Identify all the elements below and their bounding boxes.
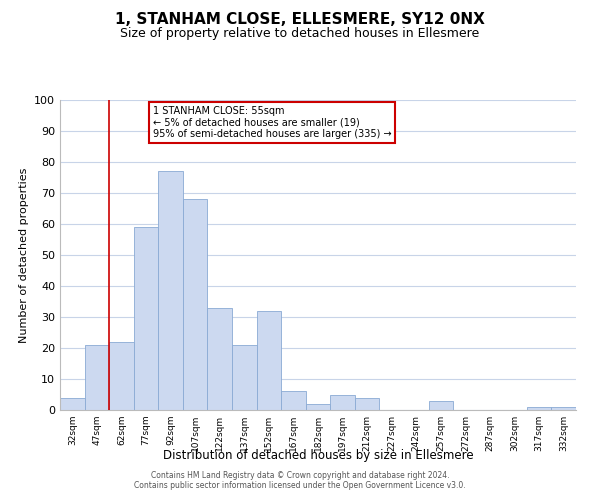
Bar bbox=[306, 404, 330, 410]
Text: Contains HM Land Registry data © Crown copyright and database right 2024.: Contains HM Land Registry data © Crown c… bbox=[151, 472, 449, 480]
Bar bbox=[551, 407, 576, 410]
Bar bbox=[109, 342, 134, 410]
Bar bbox=[281, 392, 306, 410]
Y-axis label: Number of detached properties: Number of detached properties bbox=[19, 168, 29, 342]
Text: Size of property relative to detached houses in Ellesmere: Size of property relative to detached ho… bbox=[121, 28, 479, 40]
Bar bbox=[134, 227, 158, 410]
Bar bbox=[428, 400, 453, 410]
Bar bbox=[208, 308, 232, 410]
Bar bbox=[232, 345, 257, 410]
Bar bbox=[527, 407, 551, 410]
Bar bbox=[330, 394, 355, 410]
Bar bbox=[183, 199, 208, 410]
Text: Contains public sector information licensed under the Open Government Licence v3: Contains public sector information licen… bbox=[134, 482, 466, 490]
Text: 1 STANHAM CLOSE: 55sqm
← 5% of detached houses are smaller (19)
95% of semi-deta: 1 STANHAM CLOSE: 55sqm ← 5% of detached … bbox=[153, 106, 392, 140]
Bar bbox=[355, 398, 379, 410]
Bar bbox=[60, 398, 85, 410]
Text: Distribution of detached houses by size in Ellesmere: Distribution of detached houses by size … bbox=[163, 448, 473, 462]
Bar bbox=[85, 345, 109, 410]
Bar bbox=[257, 311, 281, 410]
Bar bbox=[158, 172, 183, 410]
Text: 1, STANHAM CLOSE, ELLESMERE, SY12 0NX: 1, STANHAM CLOSE, ELLESMERE, SY12 0NX bbox=[115, 12, 485, 28]
